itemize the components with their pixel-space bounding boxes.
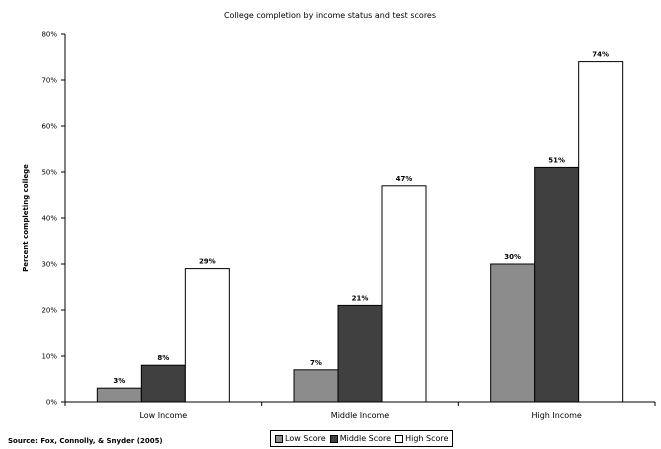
data-label: 74% bbox=[592, 51, 609, 59]
data-label: 30% bbox=[504, 253, 521, 261]
legend-label-middle-score: Middle Score bbox=[339, 434, 392, 443]
legend-item-high-score: High Score bbox=[395, 434, 448, 443]
bar bbox=[534, 166, 580, 403]
x-tick-label: High Income bbox=[531, 411, 581, 420]
y-tick-label: 30% bbox=[41, 261, 57, 269]
legend-label-high-score: High Score bbox=[405, 434, 449, 443]
bar bbox=[96, 387, 142, 403]
legend-swatch-middle-score bbox=[329, 434, 338, 443]
legend-item-middle-score: Middle Score bbox=[329, 434, 392, 443]
plot-area: 0% 10% 20% 30% 40% 50% 60% 70% 80% Low Income 3% 8%… bbox=[41, 31, 656, 420]
bar bbox=[337, 304, 383, 403]
y-tick-label: 60% bbox=[41, 123, 57, 131]
legend: Low Score Middle Score High Score bbox=[270, 430, 454, 447]
data-label: 3% bbox=[113, 377, 125, 385]
y-tick-label: 10% bbox=[41, 353, 57, 361]
legend-label-low-score: Low Score bbox=[285, 434, 326, 443]
bar bbox=[490, 263, 536, 403]
y-tick-label: 50% bbox=[41, 169, 57, 177]
chart-title: College completion by income status and … bbox=[224, 11, 436, 20]
x-tick-label: Low Income bbox=[139, 411, 187, 420]
y-tick-label: 40% bbox=[41, 215, 57, 223]
bar bbox=[140, 364, 186, 403]
source-note: Source: Fox, Connolly, & Snyder (2005) bbox=[8, 437, 163, 445]
y-tick-label: 80% bbox=[41, 31, 57, 39]
data-label: 47% bbox=[396, 175, 413, 183]
data-label: 21% bbox=[352, 294, 369, 302]
bar bbox=[381, 185, 427, 403]
y-tick-label: 0% bbox=[46, 399, 57, 407]
legend-swatch-low-score bbox=[275, 434, 283, 443]
bar bbox=[184, 268, 230, 403]
bar bbox=[293, 369, 339, 403]
x-tick-label: Middle Income bbox=[331, 411, 389, 420]
y-tick-label: 70% bbox=[41, 77, 57, 85]
data-label: 29% bbox=[199, 258, 216, 266]
data-label: 8% bbox=[157, 354, 169, 362]
y-tick-label: 20% bbox=[41, 307, 57, 315]
y-axis-label: Percent completing college bbox=[22, 164, 30, 272]
data-label: 7% bbox=[310, 359, 322, 367]
bar bbox=[578, 61, 624, 403]
legend-swatch-high-score bbox=[395, 434, 404, 443]
data-label: 51% bbox=[548, 156, 565, 164]
legend-item-low-score: Low Score bbox=[275, 434, 326, 443]
